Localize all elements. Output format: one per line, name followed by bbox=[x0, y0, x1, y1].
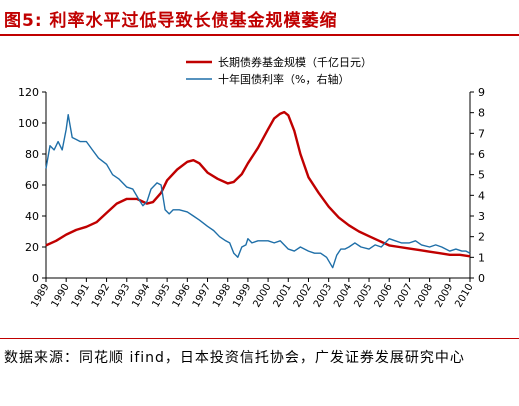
x-tick-label: 2004 bbox=[332, 282, 354, 310]
x-tick-label: 1998 bbox=[211, 282, 233, 310]
left-tick-label: 0 bbox=[32, 272, 39, 285]
x-tick-label: 1989 bbox=[29, 282, 51, 310]
x-tick-label: 1991 bbox=[70, 282, 92, 310]
left-tick-label: 100 bbox=[18, 117, 39, 130]
x-tick-label: 1995 bbox=[150, 282, 172, 310]
x-tick-label: 1996 bbox=[171, 282, 193, 310]
left-tick-label: 20 bbox=[25, 241, 39, 254]
x-tick-label: 2000 bbox=[251, 282, 273, 310]
x-tick-label: 2005 bbox=[352, 282, 374, 310]
x-tick-label: 1997 bbox=[191, 282, 213, 310]
right-tick-label: 8 bbox=[478, 107, 485, 120]
x-tick-label: 2009 bbox=[433, 282, 455, 310]
x-tick-label: 2006 bbox=[373, 282, 395, 310]
left-tick-label: 120 bbox=[18, 86, 39, 99]
x-tick-label: 1990 bbox=[50, 282, 72, 310]
legend-label: 长期债券基金规模（千亿日元） bbox=[218, 55, 372, 69]
right-tick-label: 2 bbox=[478, 231, 485, 244]
left-tick-label: 60 bbox=[25, 179, 39, 192]
bond-yield-line bbox=[45, 113, 471, 269]
right-tick-label: 1 bbox=[478, 251, 485, 264]
fund-size-line bbox=[45, 110, 471, 258]
x-tick-label: 2002 bbox=[292, 282, 314, 310]
line-chart: 0204060801001200123456789198919901991199… bbox=[18, 55, 485, 310]
x-tick-label: 2001 bbox=[272, 282, 294, 310]
right-tick-label: 0 bbox=[478, 272, 485, 285]
right-tick-label: 9 bbox=[478, 86, 485, 99]
x-tick-label: 1992 bbox=[90, 282, 112, 310]
left-tick-label: 40 bbox=[25, 210, 39, 223]
legend-label: 十年国债利率（%，右轴） bbox=[218, 72, 349, 86]
x-tick-label: 2008 bbox=[413, 282, 435, 310]
right-tick-label: 6 bbox=[478, 148, 485, 161]
right-tick-label: 3 bbox=[478, 210, 485, 223]
x-tick-label: 2010 bbox=[453, 282, 475, 310]
right-tick-label: 5 bbox=[478, 169, 485, 182]
right-tick-label: 4 bbox=[478, 189, 485, 202]
left-tick-label: 80 bbox=[25, 148, 39, 161]
x-tick-label: 1994 bbox=[130, 282, 152, 310]
title-divider bbox=[0, 34, 519, 36]
x-tick-label: 2007 bbox=[393, 282, 415, 310]
x-tick-label: 1999 bbox=[231, 282, 253, 310]
x-tick-label: 1993 bbox=[110, 282, 132, 310]
figure-title: 图5: 利率水平过低导致长债基金规模萎缩 bbox=[4, 11, 338, 31]
source-divider bbox=[0, 338, 519, 339]
source-note: 数据来源：同花顺 ifind，日本投资信托协会，广发证券发展研究中心 bbox=[4, 350, 465, 366]
figure-title-bar: 图5: 利率水平过低导致长债基金规模萎缩 bbox=[0, 0, 519, 36]
right-tick-label: 7 bbox=[478, 127, 485, 140]
x-tick-label: 2003 bbox=[312, 282, 334, 310]
